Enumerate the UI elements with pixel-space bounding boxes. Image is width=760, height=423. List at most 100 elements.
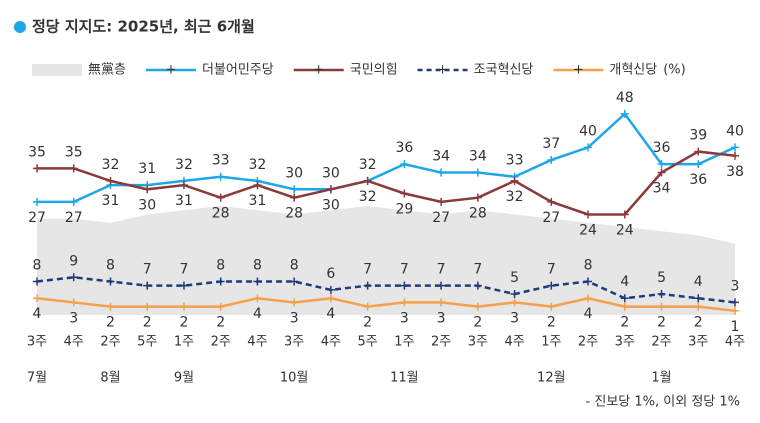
point: [69, 273, 78, 282]
point: [143, 302, 152, 311]
data-label: 8: [33, 257, 42, 273]
point: [216, 302, 225, 311]
data-label: 24: [616, 222, 634, 238]
data-label: 32: [359, 157, 377, 173]
line: [36, 296, 736, 313]
data-label: 9: [69, 253, 78, 269]
point: [69, 164, 78, 173]
data-label: 28: [212, 206, 230, 222]
data-label: 4: [620, 274, 629, 290]
point: [106, 176, 115, 185]
data-label: 40: [579, 123, 597, 139]
data-label: 34: [469, 149, 487, 165]
data-label: 33: [506, 153, 524, 169]
point: [216, 277, 225, 286]
point: [731, 143, 739, 152]
data-label: 32: [506, 189, 524, 205]
data-label: 8: [216, 257, 225, 273]
data-label: 3: [400, 310, 409, 326]
data-label: 39: [689, 128, 707, 144]
point: [106, 277, 115, 286]
point: [547, 155, 556, 164]
point: [437, 168, 446, 177]
x-tick-label: 4주: [64, 335, 84, 350]
data-label: 33: [212, 153, 230, 169]
data-label: 2: [473, 315, 482, 331]
data-label: 31: [249, 193, 267, 209]
legend-marker: +: [573, 63, 584, 78]
data-label: 31: [175, 193, 193, 209]
x-tick-label: 4주: [504, 335, 524, 350]
point: [363, 302, 372, 311]
point: [290, 277, 299, 286]
title-dot: [14, 21, 26, 33]
point: [657, 302, 666, 311]
point: [33, 197, 41, 206]
point: [400, 281, 409, 290]
point: [363, 176, 372, 185]
point: [253, 277, 262, 286]
data-label: 24: [579, 222, 597, 238]
x-tick-label: 5주: [137, 335, 157, 350]
point: [731, 151, 739, 160]
data-label: 2: [363, 315, 372, 331]
data-label: 7: [143, 262, 152, 278]
point: [179, 302, 188, 311]
area: [37, 206, 735, 315]
data-label: 4: [253, 306, 262, 322]
point: [33, 277, 41, 286]
data-label: 5: [657, 270, 666, 286]
point: [620, 302, 629, 311]
point: [510, 176, 519, 185]
point: [290, 298, 299, 307]
point: [437, 281, 446, 290]
point: [510, 290, 519, 299]
data-label: 8: [253, 257, 262, 273]
data-label: 8: [106, 257, 115, 273]
data-label: 7: [363, 262, 372, 278]
data-label: 35: [28, 144, 46, 160]
legend-swatch: [32, 64, 82, 76]
x-tick-label: 1주: [541, 335, 561, 350]
data-label: 36: [395, 140, 413, 156]
data-label: 3: [290, 310, 299, 326]
data-label: 1: [731, 319, 740, 335]
point: [437, 298, 446, 307]
point: [694, 147, 703, 156]
x-tick-label: 3주: [284, 335, 304, 350]
data-label: 32: [175, 157, 193, 173]
point: [33, 294, 41, 303]
legend-label: 개혁신당: [609, 63, 657, 78]
point: [363, 281, 372, 290]
x-tick-label: 2주: [100, 335, 120, 350]
legend-label: 조국혁신당: [474, 63, 534, 78]
point: [620, 294, 629, 303]
data-label: 30: [285, 165, 303, 181]
chart-title: 정당 지지도: 2025년, 최근 6개월: [32, 18, 255, 36]
data-label: 3: [69, 310, 78, 326]
data-label: 8: [584, 257, 593, 273]
data-label: 40: [726, 123, 744, 139]
point: [547, 197, 556, 206]
data-label: 2: [620, 315, 629, 331]
data-label: 36: [689, 172, 707, 188]
data-label: 4: [694, 274, 703, 290]
x-tick-label: 4주: [247, 335, 267, 350]
x-tick-label: 1주: [174, 335, 194, 350]
data-label: 31: [102, 193, 120, 209]
point: [694, 302, 703, 311]
data-label: 32: [102, 157, 120, 173]
data-label: 2: [216, 315, 225, 331]
data-label: 30: [138, 197, 156, 213]
data-label: 2: [106, 315, 115, 331]
month-label: 11월: [390, 371, 419, 386]
legend-label: 더불어민주당: [202, 63, 274, 78]
data-label: 27: [432, 210, 450, 226]
data-label: 27: [28, 210, 46, 226]
legend-marker: +: [437, 63, 448, 78]
point: [584, 277, 593, 286]
point: [657, 290, 666, 299]
x-tick-label: 4주: [725, 335, 745, 350]
point: [694, 160, 703, 169]
